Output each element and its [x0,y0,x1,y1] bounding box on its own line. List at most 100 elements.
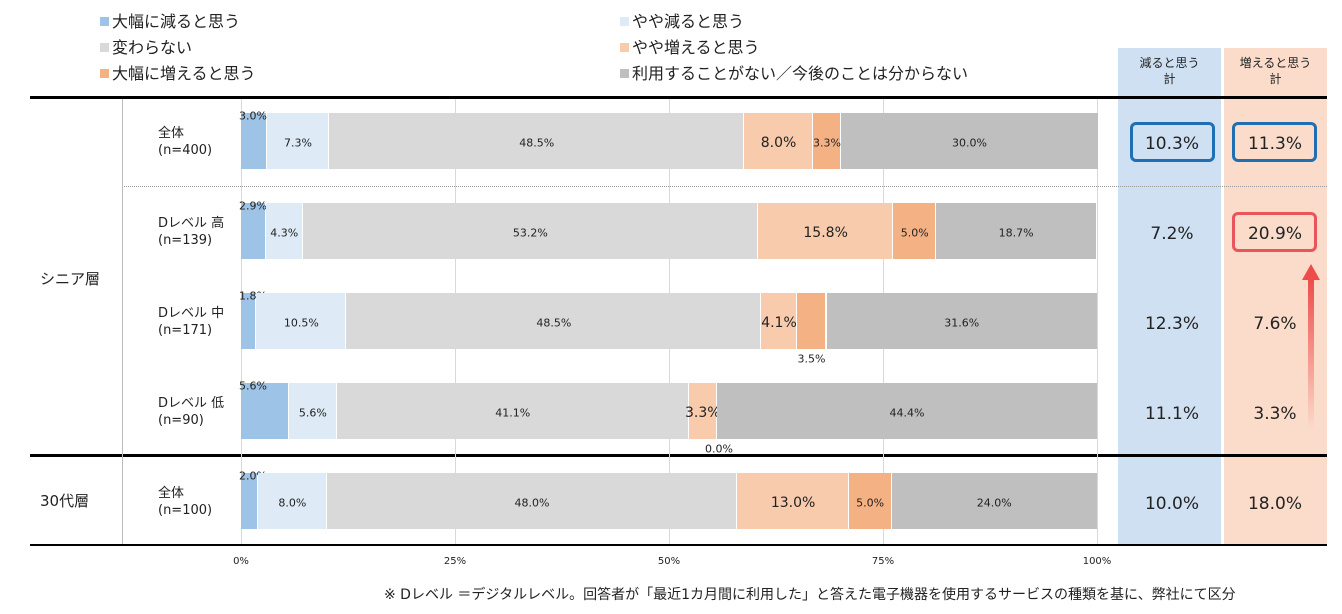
bar-segment [688,383,717,439]
legend-swatch [620,17,629,26]
increase-total-value: 11.3% [1247,134,1303,154]
bar-segment [796,293,827,349]
group-divider [30,454,1327,457]
x-tick-label: 50% [657,556,681,567]
bar-segment [241,113,267,169]
decrease-total-value: 10.0% [1144,494,1200,514]
legend-label: やや増えると思う [632,38,760,57]
decrease-total-value: 12.3% [1144,314,1200,334]
gridline-100 [1097,99,1098,544]
row-label-n: (n=139) [158,233,213,248]
row-label-n: (n=90) [158,413,204,428]
legend-swatch [620,43,629,52]
data-label: 13.0% [770,495,816,511]
bar-segment [812,113,842,169]
bar-segment [329,113,745,169]
data-label: 44.4% [889,406,925,420]
row-label-text: 全体 [158,486,185,501]
footnote: ※ Dレベル ＝デジタルレベル。回答者が「最近1カ月間に利用した」と答えた電子機… [384,587,1236,603]
bar-segment [241,203,266,259]
data-label: 5.6% [239,379,267,393]
group-label-senior: シニア層 [40,270,101,288]
bar-segment [346,293,762,349]
bar-segment [716,383,1097,439]
decrease-total-value: 10.3% [1144,134,1200,154]
bar-segment [744,113,813,169]
bar-segment [737,473,849,529]
bottom-rule [30,544,1327,546]
bar-segment [241,293,257,349]
bar-segment [326,473,738,529]
bar-segment [241,383,289,439]
x-tick-label: 25% [443,556,467,567]
row-label-4: 全体 (n=100) [158,485,212,519]
data-label: 48.5% [519,136,555,150]
decrease-total-column [1118,48,1221,545]
bar-segment [266,113,330,169]
bar-segment [826,293,1097,349]
data-label: 48.5% [536,316,572,330]
bar-segment [256,293,347,349]
row-label-text: Dレベル 低 [158,396,225,411]
decrease-total-value: 11.1% [1144,404,1200,424]
bar-segment [758,203,894,259]
data-label: 8.0% [278,496,307,510]
data-label: 4.1% [761,315,797,331]
data-label: 53.2% [512,226,548,240]
data-label: 3.0% [239,109,267,123]
bar-segment [848,473,892,529]
increase-total-value: 3.3% [1253,404,1297,424]
data-label: 48.0% [514,496,550,510]
legend-label: 変わらない [112,38,193,57]
x-tick-label: 0% [233,556,249,567]
bar-segment [258,473,327,529]
highlight-box-increase-overall [1232,122,1317,162]
legend-label: 大幅に減ると思う [112,12,241,31]
legend-swatch [100,17,109,26]
data-label: 4.3% [270,226,299,240]
legend-swatch [100,69,109,78]
row-label-text: Dレベル 高 [158,216,225,231]
row-label-n: (n=171) [158,323,213,338]
legend-label: 大幅に増えると思う [112,64,256,83]
data-label: 2.9% [239,199,267,213]
row-label-3: Dレベル 低 (n=90) [158,395,224,429]
row-label-n: (n=100) [158,503,213,518]
data-label: 8.0% [760,135,797,151]
bar-segment [893,203,937,259]
bar-segment [891,473,1097,529]
data-label: 30.0% [951,136,987,150]
data-label: 7.3% [283,136,312,150]
bar-segment [761,293,797,349]
data-label: 5.0% [856,496,885,510]
legend-swatch [620,69,629,78]
data-label: 3.3% [685,405,721,421]
data-label: 31.6% [944,316,980,330]
top-rule [30,96,1327,99]
label-divider [122,99,123,544]
increase-total-value: 18.0% [1247,494,1303,514]
data-label: 3.3% [812,136,841,150]
data-label: 5.6% [298,406,327,420]
data-label: 0.0% [704,442,733,456]
row-label-0: 全体 (n=400) [158,125,212,159]
highlight-box-decrease-overall [1130,122,1215,162]
increase-total-header: 増えると思う 計 [1239,56,1312,86]
increase-total-value: 7.6% [1253,314,1297,334]
highlight-box-increase-high [1232,212,1317,252]
row-label-text: 全体 [158,126,185,141]
data-label: 10.5% [283,316,319,330]
bar-segment [336,383,689,439]
increase-total-value: 20.9% [1247,224,1303,244]
decrease-total-header: 減ると思う 計 [1139,56,1200,86]
group-label-thirties: 30代層 [40,492,90,510]
data-label: 5.0% [900,226,929,240]
data-label: 18.7% [998,226,1034,240]
bar-segment [288,383,337,439]
x-tick-label: 75% [871,556,895,567]
row-label-n: (n=400) [158,143,213,158]
bar-segment [265,203,303,259]
bar-segment [302,203,759,259]
bar-segment [241,473,259,529]
row-label-2: Dレベル 中 (n=171) [158,305,224,339]
